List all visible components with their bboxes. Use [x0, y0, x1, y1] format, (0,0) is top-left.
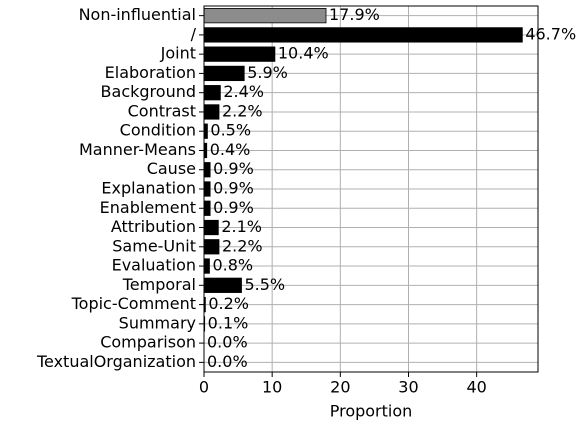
- value-label: 2.2%: [222, 101, 263, 120]
- value-label: 2.1%: [221, 217, 262, 236]
- y-tick-label: Background: [101, 82, 196, 101]
- y-tick-label: Attribution: [111, 217, 196, 236]
- y-tick-label: Comparison: [100, 333, 196, 352]
- x-tick-label: 10: [262, 378, 282, 397]
- y-tick-label: Explanation: [101, 179, 196, 198]
- value-label: 17.9%: [329, 5, 380, 24]
- x-tick-label: 30: [398, 378, 418, 397]
- bar: [203, 104, 220, 120]
- bar: [203, 8, 327, 24]
- value-label: 5.9%: [247, 63, 288, 82]
- y-tick-label: Same-Unit: [112, 236, 196, 255]
- y-tick-label: /: [191, 24, 197, 43]
- value-label: 0.8%: [212, 256, 253, 275]
- value-label: 2.2%: [222, 236, 263, 255]
- x-tick-label: 40: [466, 378, 486, 397]
- y-tick-label: Temporal: [122, 275, 196, 294]
- y-tick-label: Summary: [119, 313, 196, 332]
- y-tick-label: Condition: [120, 121, 196, 140]
- value-label: 0.9%: [213, 179, 254, 198]
- value-label: 0.4%: [210, 140, 251, 159]
- value-label: 0.0%: [207, 352, 248, 371]
- x-tick-label: 0: [199, 378, 209, 397]
- x-tick-label: 20: [330, 378, 350, 397]
- y-tick-label: Non-influential: [79, 5, 196, 24]
- bar: [203, 181, 211, 197]
- value-label: 0.9%: [213, 198, 254, 217]
- value-label: 0.9%: [213, 159, 254, 178]
- bar: [203, 123, 208, 139]
- y-tick-label: Cause: [147, 159, 196, 178]
- y-tick-label: Evaluation: [112, 256, 196, 275]
- value-label: 0.0%: [207, 333, 248, 352]
- y-tick-label: Contrast: [128, 101, 196, 120]
- value-label: 5.5%: [244, 275, 285, 294]
- value-label: 0.5%: [210, 121, 251, 140]
- value-label: 10.4%: [278, 44, 329, 63]
- y-tick-label: Elaboration: [105, 63, 196, 82]
- y-tick-label: TextualOrganization: [36, 352, 196, 371]
- value-label: 0.2%: [208, 294, 249, 313]
- bar: [203, 27, 523, 43]
- bar: [203, 85, 221, 101]
- bar: [203, 258, 210, 274]
- bar: [203, 239, 220, 255]
- y-tick-label: Manner-Means: [79, 140, 196, 159]
- y-tick-label: Topic-Comment: [71, 294, 196, 313]
- bar: [203, 219, 219, 236]
- bar: [203, 65, 245, 82]
- value-label: 2.4%: [223, 82, 264, 101]
- bar: [203, 277, 242, 293]
- bar: [203, 162, 211, 178]
- bar: [203, 46, 276, 62]
- y-tick-label: Joint: [160, 44, 196, 63]
- value-label: 46.7%: [525, 24, 576, 43]
- value-label: 0.1%: [208, 313, 249, 332]
- x-axis-label: Proportion: [330, 402, 413, 421]
- plot-frame: [203, 5, 539, 373]
- bar: [203, 200, 211, 216]
- y-tick-label: Enablement: [100, 198, 196, 217]
